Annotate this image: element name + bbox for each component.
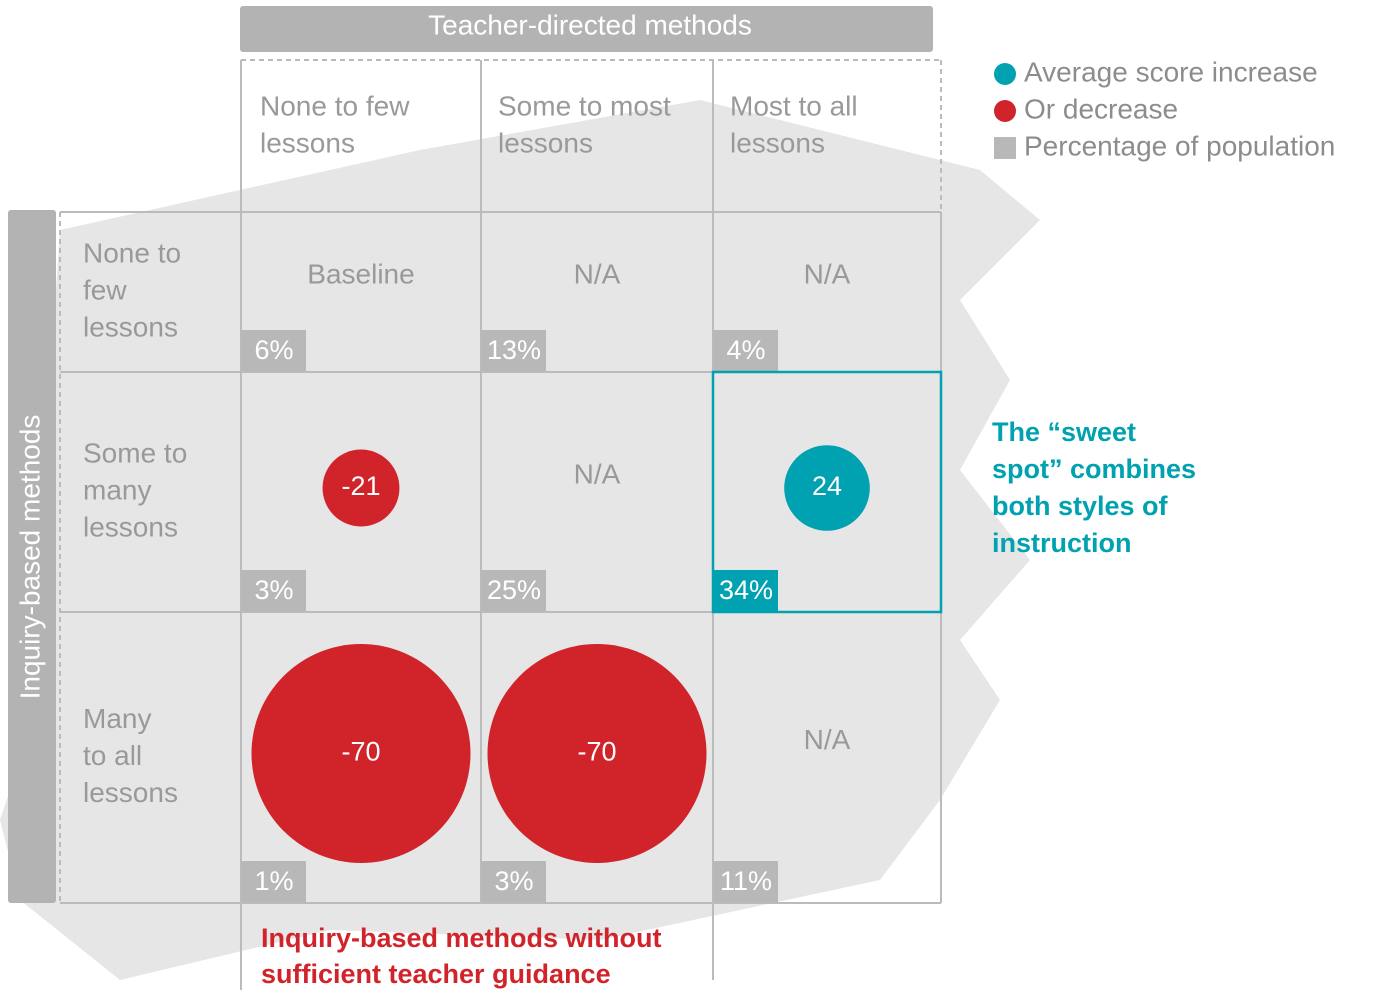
row-label: few [83,274,127,305]
score-label: -70 [341,737,380,767]
row-label: Many [83,703,151,734]
score-label: N/A [574,258,621,289]
row-label: many [83,474,151,505]
sweet-spot-note: instruction [992,528,1132,558]
matrix-infographic: Teacher-directed methods Inquiry-based m… [0,0,1389,993]
row-label: lessons [83,311,178,342]
row-label: Some to [83,437,187,468]
score-label: 24 [812,471,842,501]
warning-note: sufficient teacher guidance [261,959,611,989]
share-label: 13% [487,335,541,365]
row-label: None to [83,237,181,268]
share-label: 6% [254,335,293,365]
sweet-spot-note: both styles of [992,491,1169,521]
column-label: lessons [730,127,825,158]
legend-label: Percentage of population [1024,130,1335,161]
legend-marker [994,137,1016,159]
score-label: -70 [577,737,616,767]
column-label: lessons [498,127,593,158]
column-label: lessons [260,127,355,158]
score-label: Baseline [307,258,414,289]
sweet-spot-note: spot” combines [992,454,1196,484]
score-label: N/A [574,458,621,489]
column-label: Some to most [498,90,671,121]
row-label: lessons [83,777,178,808]
share-label: 3% [254,575,293,605]
column-banner-title: Teacher-directed methods [428,9,752,40]
share-label: 25% [487,575,541,605]
score-label: N/A [804,258,851,289]
legend-label: Average score increase [1024,56,1318,87]
sweet-spot-note: The “sweet [992,417,1136,447]
legend-marker [994,100,1016,122]
share-label: 1% [254,866,293,896]
warning-note: Inquiry-based methods without [261,923,662,953]
column-label: None to few [260,90,410,121]
row-label: to all [83,740,142,771]
share-label: 11% [720,866,772,896]
share-label: 4% [726,335,765,365]
legend-label: Or decrease [1024,93,1178,124]
row-label: lessons [83,511,178,542]
column-label: Most to all [730,90,858,121]
row-banner-title: Inquiry-based methods [14,415,45,700]
share-label: 34% [719,575,773,605]
score-label: -21 [341,471,380,501]
legend-marker [994,63,1016,85]
score-label: N/A [804,724,851,755]
share-label: 3% [494,866,533,896]
